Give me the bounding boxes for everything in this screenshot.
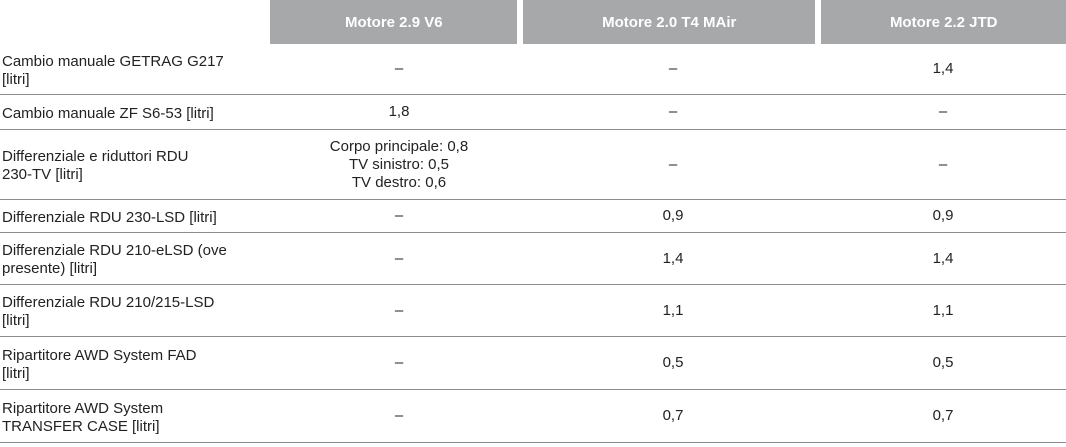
row-label: Differenziale RDU 230-LSD [litri] [2,208,217,226]
cell-t4: – [668,60,678,77]
row-label: Differenziale RDU 210-eLSD (ove presente… [2,242,227,277]
cell-t4: – [668,155,678,173]
table-row: Ripartitore AWD System TRANSFER CASE [li… [0,390,1066,443]
cell-jtd: 0,7 [932,407,954,424]
table-row: Differenziale e riduttori RDU 230-TV [li… [0,130,1066,200]
header-motore-22-jtd: Motore 2.2 JTD [821,0,1066,44]
cell-jtd: 1,4 [932,249,954,267]
cell-jtd: – [938,155,948,173]
table-row: Differenziale RDU 210-eLSD (ove presente… [0,233,1066,285]
cell-t4: 0,5 [662,354,684,371]
cell-v6: Corpo principale: 0,8 TV sinistro: 0,5 T… [329,137,469,191]
cell-jtd: 0,9 [932,207,954,224]
cell-v6: – [394,301,404,319]
cell-v6: – [394,60,404,77]
row-label: Differenziale e riduttori RDU 230-TV [li… [2,148,189,183]
header-motore-29-v6: Motore 2.9 V6 [270,0,518,44]
cell-jtd: – [938,103,948,120]
cell-t4: – [668,103,678,120]
row-label: Differenziale RDU 210/215-LSD [litri] [2,294,215,329]
table-row: Differenziale RDU 210/215-LSD [litri] – … [0,285,1066,337]
cell-jtd: 1,1 [932,301,954,319]
cell-t4: 1,4 [662,249,684,267]
row-label: Ripartitore AWD System FAD [litri] [2,346,197,382]
cell-v6: – [394,249,404,267]
row-label: Cambio manuale ZF S6-53 [litri] [2,104,214,122]
table-row: Cambio manuale GETRAG G217 [litri] – – 1… [0,44,1066,95]
cell-v6: – [394,407,404,424]
table-header: Motore 2.9 V6 Motore 2.0 T4 MAir Motore … [0,0,1066,44]
table-row: Differenziale RDU 230-LSD [litri] – 0,9 … [0,200,1066,233]
row-label: Ripartitore AWD System TRANSFER CASE [li… [2,399,164,435]
cell-v6: 1,8 [388,103,410,120]
cell-t4: 0,9 [662,207,684,224]
cell-v6: – [394,354,404,371]
cell-t4: 0,7 [662,407,684,424]
cell-v6: – [394,207,404,224]
cell-jtd: 0,5 [932,354,954,371]
row-label: Cambio manuale GETRAG G217 [litri] [2,52,224,88]
table-row: Cambio manuale ZF S6-53 [litri] 1,8 – – [0,95,1066,130]
header-motore-20-t4: Motore 2.0 T4 MAir [523,0,816,44]
cell-jtd: 1,4 [932,60,954,77]
table-row: Ripartitore AWD System FAD [litri] – 0,5… [0,337,1066,390]
cell-t4: 1,1 [662,301,684,319]
